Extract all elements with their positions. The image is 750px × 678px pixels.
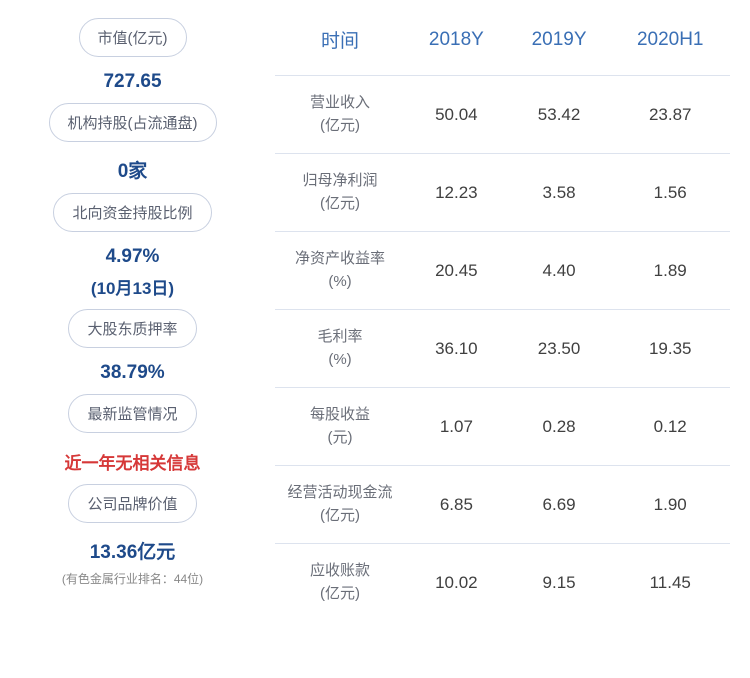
metric-value: 53.42 <box>508 76 611 154</box>
table-row: 归母净利润(亿元)12.233.581.56 <box>275 154 730 232</box>
table-row: 经营活动现金流(亿元)6.856.691.90 <box>275 466 730 544</box>
pill-market-cap-value: 727.65 <box>103 71 161 93</box>
table-row: 净资产收益率(%)20.454.401.89 <box>275 232 730 310</box>
metric-unit: (亿元) <box>279 115 401 138</box>
metric-value: 0.28 <box>508 388 611 466</box>
table-row: 毛利率(%)36.1023.5019.35 <box>275 310 730 388</box>
header-2020h1: 2020H1 <box>610 10 730 76</box>
metric-value: 19.35 <box>610 310 730 388</box>
metric-value: 1.90 <box>610 466 730 544</box>
metric-unit: (亿元) <box>279 505 401 528</box>
metric-value: 50.04 <box>405 76 508 154</box>
header-2019: 2019Y <box>508 10 611 76</box>
header-time: 时间 <box>275 10 405 76</box>
metric-label: 毛利率(%) <box>275 310 405 388</box>
right-panel: 时间 2018Y 2019Y 2020H1 营业收入(亿元)50.0453.42… <box>265 0 750 678</box>
metric-label: 归母净利润(亿元) <box>275 154 405 232</box>
metric-value: 4.40 <box>508 232 611 310</box>
pill-market-cap-label: 市值(亿元) <box>79 18 187 57</box>
metric-label: 经营活动现金流(亿元) <box>275 466 405 544</box>
metric-value: 20.45 <box>405 232 508 310</box>
metric-value: 1.07 <box>405 388 508 466</box>
left-panel: 市值(亿元) 727.65 机构持股(占流通盘) 0家 北向资金持股比例 4.9… <box>0 0 265 678</box>
metric-unit: (元) <box>279 427 401 450</box>
metric-value: 6.69 <box>508 466 611 544</box>
pill-northbound-value: 4.97% <box>106 246 160 268</box>
pill-northbound-date: (10月13日) <box>91 274 174 299</box>
metric-value: 6.85 <box>405 466 508 544</box>
metric-value: 9.15 <box>508 544 611 622</box>
pill-northbound-label: 北向资金持股比例 <box>53 193 211 232</box>
metric-value: 0.12 <box>610 388 730 466</box>
metric-value: 23.50 <box>508 310 611 388</box>
metric-label: 每股收益(元) <box>275 388 405 466</box>
pill-pledge-value: 38.79% <box>100 362 164 384</box>
metric-unit: (%) <box>279 271 401 294</box>
metric-value: 12.23 <box>405 154 508 232</box>
pill-pledge-label: 大股东质押率 <box>68 309 196 348</box>
metric-unit: (亿元) <box>279 583 401 606</box>
metric-value: 3.58 <box>508 154 611 232</box>
pill-regulatory-label: 最新监管情况 <box>68 394 196 433</box>
metric-value: 10.02 <box>405 544 508 622</box>
metric-value: 1.89 <box>610 232 730 310</box>
header-2018: 2018Y <box>405 10 508 76</box>
metric-value: 11.45 <box>610 544 730 622</box>
table-row: 营业收入(亿元)50.0453.4223.87 <box>275 76 730 154</box>
pill-regulatory-value: 近一年无相关信息 <box>65 449 201 474</box>
metric-value: 36.10 <box>405 310 508 388</box>
pill-brand-rank: (有色金属行业排名：44位) <box>62 570 203 587</box>
table-row: 应收账款(亿元)10.029.1511.45 <box>275 544 730 622</box>
metric-value: 1.56 <box>610 154 730 232</box>
financial-table: 时间 2018Y 2019Y 2020H1 营业收入(亿元)50.0453.42… <box>275 10 730 621</box>
metric-label: 应收账款(亿元) <box>275 544 405 622</box>
table-header-row: 时间 2018Y 2019Y 2020H1 <box>275 10 730 76</box>
metric-value: 23.87 <box>610 76 730 154</box>
metric-unit: (%) <box>279 349 401 372</box>
pill-brand-value: 13.36亿元 <box>90 537 176 564</box>
metric-unit: (亿元) <box>279 193 401 216</box>
pill-institution-value: 0家 <box>118 156 148 183</box>
metric-label: 净资产收益率(%) <box>275 232 405 310</box>
pill-brand-label: 公司品牌价值 <box>68 484 196 523</box>
table-row: 每股收益(元)1.070.280.12 <box>275 388 730 466</box>
pill-institution-label: 机构持股(占流通盘) <box>49 103 217 142</box>
metric-label: 营业收入(亿元) <box>275 76 405 154</box>
